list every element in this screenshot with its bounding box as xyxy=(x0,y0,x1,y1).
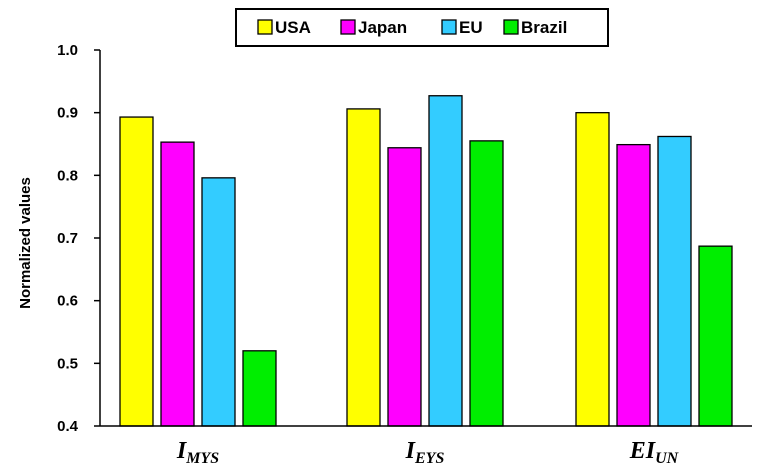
legend-swatch-eu xyxy=(441,19,457,35)
legend: USA Japan EU Brazil xyxy=(235,8,609,47)
legend-label-japan: Japan xyxy=(358,18,407,37)
y-tick-label: 0.9 xyxy=(57,105,78,122)
legend-label-brazil: Brazil xyxy=(521,18,567,37)
bar-brazil-eiun xyxy=(698,245,733,427)
bar-japan-ieys xyxy=(387,147,422,427)
y-tick-label: 0.4 xyxy=(57,418,79,435)
y-tick-label: 0.6 xyxy=(57,293,78,310)
bar-japan-eiun xyxy=(616,143,651,427)
y-tick-label: 1.0 xyxy=(57,42,78,59)
y-axis-ticks: 0.4 0.5 0.6 0.7 0.8 0.9 1.0 xyxy=(57,42,100,435)
legend-swatch-brazil xyxy=(503,19,519,35)
bar-usa-imys xyxy=(119,116,154,427)
legend-label-eu: EU xyxy=(459,18,483,37)
bar-eu-eiun xyxy=(657,135,692,427)
legend-box xyxy=(235,8,609,47)
bar-japan-imys xyxy=(160,141,195,427)
bar-usa-ieys xyxy=(346,108,381,427)
x-category-label: IMYS xyxy=(176,438,219,465)
legend-swatch-japan xyxy=(340,19,356,35)
bars xyxy=(119,95,733,427)
x-category-label: IEYS xyxy=(405,438,445,465)
legend-label-usa: USA xyxy=(275,18,311,37)
bar-brazil-imys xyxy=(242,350,277,427)
x-category-label: EIUN xyxy=(629,438,680,465)
y-axis-title: Normalized values xyxy=(17,177,34,309)
bar-brazil-ieys xyxy=(469,140,504,427)
x-axis-labels: IMYS IEYS EIUN xyxy=(176,438,680,465)
bar-eu-imys xyxy=(201,177,236,427)
legend-swatch-usa xyxy=(257,19,273,35)
y-tick-label: 0.5 xyxy=(57,355,78,372)
bar-usa-eiun xyxy=(575,112,610,427)
bar-eu-ieys xyxy=(428,95,463,427)
y-tick-label: 0.7 xyxy=(57,230,78,247)
y-tick-label: 0.8 xyxy=(57,167,78,184)
